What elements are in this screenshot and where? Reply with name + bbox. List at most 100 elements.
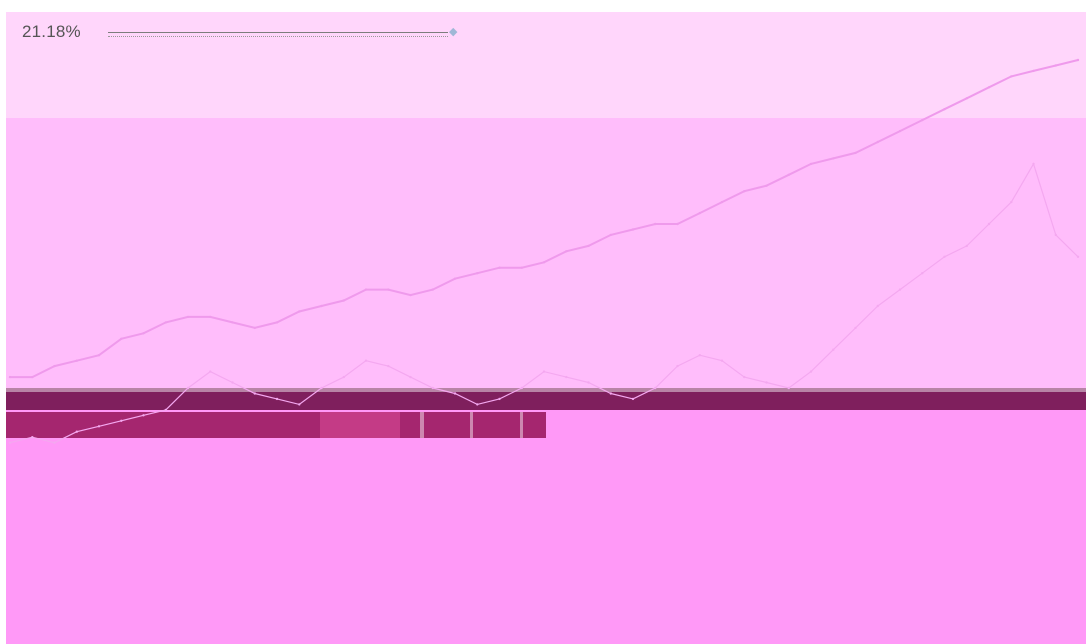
primary-point-13 <box>298 310 301 313</box>
primary-point-38 <box>854 151 857 155</box>
secondary-point-44 <box>987 222 991 226</box>
primary-point-12 <box>275 321 279 324</box>
secondary-point-24 <box>542 370 546 373</box>
secondary-point-10 <box>231 381 234 384</box>
band-middle <box>6 118 1086 388</box>
primary-point-47 <box>1054 64 1058 67</box>
primary-point-28 <box>631 228 635 231</box>
primary-point-43 <box>965 97 968 100</box>
primary-point-27 <box>609 233 612 237</box>
secondary-point-13 <box>298 403 301 406</box>
secondary-point-33 <box>743 375 746 379</box>
primary-point-0 <box>8 375 12 379</box>
secondary-point-23 <box>520 386 523 390</box>
primary-point-22 <box>498 266 501 269</box>
secondary-point-28 <box>631 397 635 401</box>
secondary-point-27 <box>609 392 612 395</box>
secondary-point-9 <box>209 370 212 373</box>
secondary-point-3 <box>75 430 79 433</box>
secondary-point-16 <box>364 359 368 362</box>
slider-handle-icon[interactable]: ◆ <box>449 26 458 38</box>
primary-point-33 <box>743 190 746 193</box>
secondary-point-29 <box>654 386 657 390</box>
primary-point-26 <box>587 244 590 248</box>
secondary-point-2 <box>53 441 56 444</box>
primary-point-5 <box>120 337 123 340</box>
secondary-point-1 <box>31 436 34 439</box>
primary-point-39 <box>876 140 879 144</box>
primary-point-34 <box>765 184 768 187</box>
secondary-point-17 <box>387 364 390 368</box>
primary-point-46 <box>1032 69 1035 73</box>
primary-point-4 <box>97 354 101 357</box>
primary-point-42 <box>943 108 946 111</box>
secondary-point-21 <box>476 403 479 406</box>
secondary-point-38 <box>854 326 857 330</box>
primary-point-18 <box>409 293 412 297</box>
secondary-point-48 <box>1076 255 1080 258</box>
primary-point-1 <box>31 375 34 379</box>
primary-point-14 <box>320 304 323 308</box>
primary-point-24 <box>542 261 546 264</box>
primary-point-45 <box>1010 75 1013 78</box>
primary-point-37 <box>832 157 835 160</box>
secondary-point-4 <box>97 425 101 428</box>
primary-point-48 <box>1076 58 1080 62</box>
secondary-point-12 <box>275 397 279 401</box>
secondary-point-35 <box>787 386 790 390</box>
secondary-point-32 <box>720 359 724 362</box>
primary-point-35 <box>787 173 790 176</box>
secondary-point-25 <box>565 375 568 379</box>
secondary-point-0 <box>8 441 12 444</box>
secondary-point-30 <box>676 364 679 368</box>
secondary-point-14 <box>320 386 323 390</box>
primary-point-3 <box>75 359 79 362</box>
primary-point-11 <box>253 326 256 330</box>
secondary-point-26 <box>587 381 590 384</box>
primary-point-30 <box>676 222 679 226</box>
primary-point-17 <box>387 288 390 291</box>
secondary-point-34 <box>765 381 768 384</box>
series-layer <box>8 58 1080 444</box>
secondary-point-6 <box>142 414 145 417</box>
primary-point-7 <box>164 321 167 324</box>
secondary-point-20 <box>453 392 457 395</box>
primary-point-9 <box>209 315 212 319</box>
secondary-point-40 <box>898 288 902 291</box>
primary-point-29 <box>654 222 657 226</box>
primary-point-25 <box>565 250 568 253</box>
primary-point-21 <box>476 272 479 275</box>
primary-point-40 <box>898 129 902 133</box>
primary-point-44 <box>987 86 991 89</box>
secondary-point-15 <box>342 375 345 379</box>
secondary-point-22 <box>498 397 501 401</box>
secondary-point-41 <box>921 272 924 275</box>
primary-point-23 <box>520 266 523 269</box>
primary-point-16 <box>364 288 368 291</box>
secondary-point-39 <box>876 304 879 308</box>
primary-point-8 <box>186 315 190 319</box>
secondary-point-7 <box>164 408 167 412</box>
secondary-point-19 <box>431 386 434 390</box>
primary-point-10 <box>231 321 234 324</box>
secondary-point-42 <box>943 255 946 258</box>
primary-point-41 <box>921 118 924 122</box>
secondary-point-31 <box>698 354 701 357</box>
primary-point-32 <box>720 200 724 204</box>
secondary-point-46 <box>1032 162 1035 166</box>
primary-point-36 <box>809 162 813 166</box>
secondary-point-8 <box>186 386 190 390</box>
range-slider-track[interactable] <box>108 32 448 37</box>
primary-point-6 <box>142 332 145 335</box>
primary-point-31 <box>698 211 701 215</box>
primary-point-15 <box>342 299 345 302</box>
primary-point-2 <box>53 364 56 368</box>
legend-strip <box>6 388 1086 438</box>
percentage-readout: 21.18% <box>22 22 81 41</box>
secondary-point-45 <box>1010 200 1013 204</box>
band-top <box>6 12 1086 118</box>
secondary-point-11 <box>253 392 256 395</box>
secondary-point-36 <box>809 370 813 373</box>
secondary-point-37 <box>832 348 835 351</box>
